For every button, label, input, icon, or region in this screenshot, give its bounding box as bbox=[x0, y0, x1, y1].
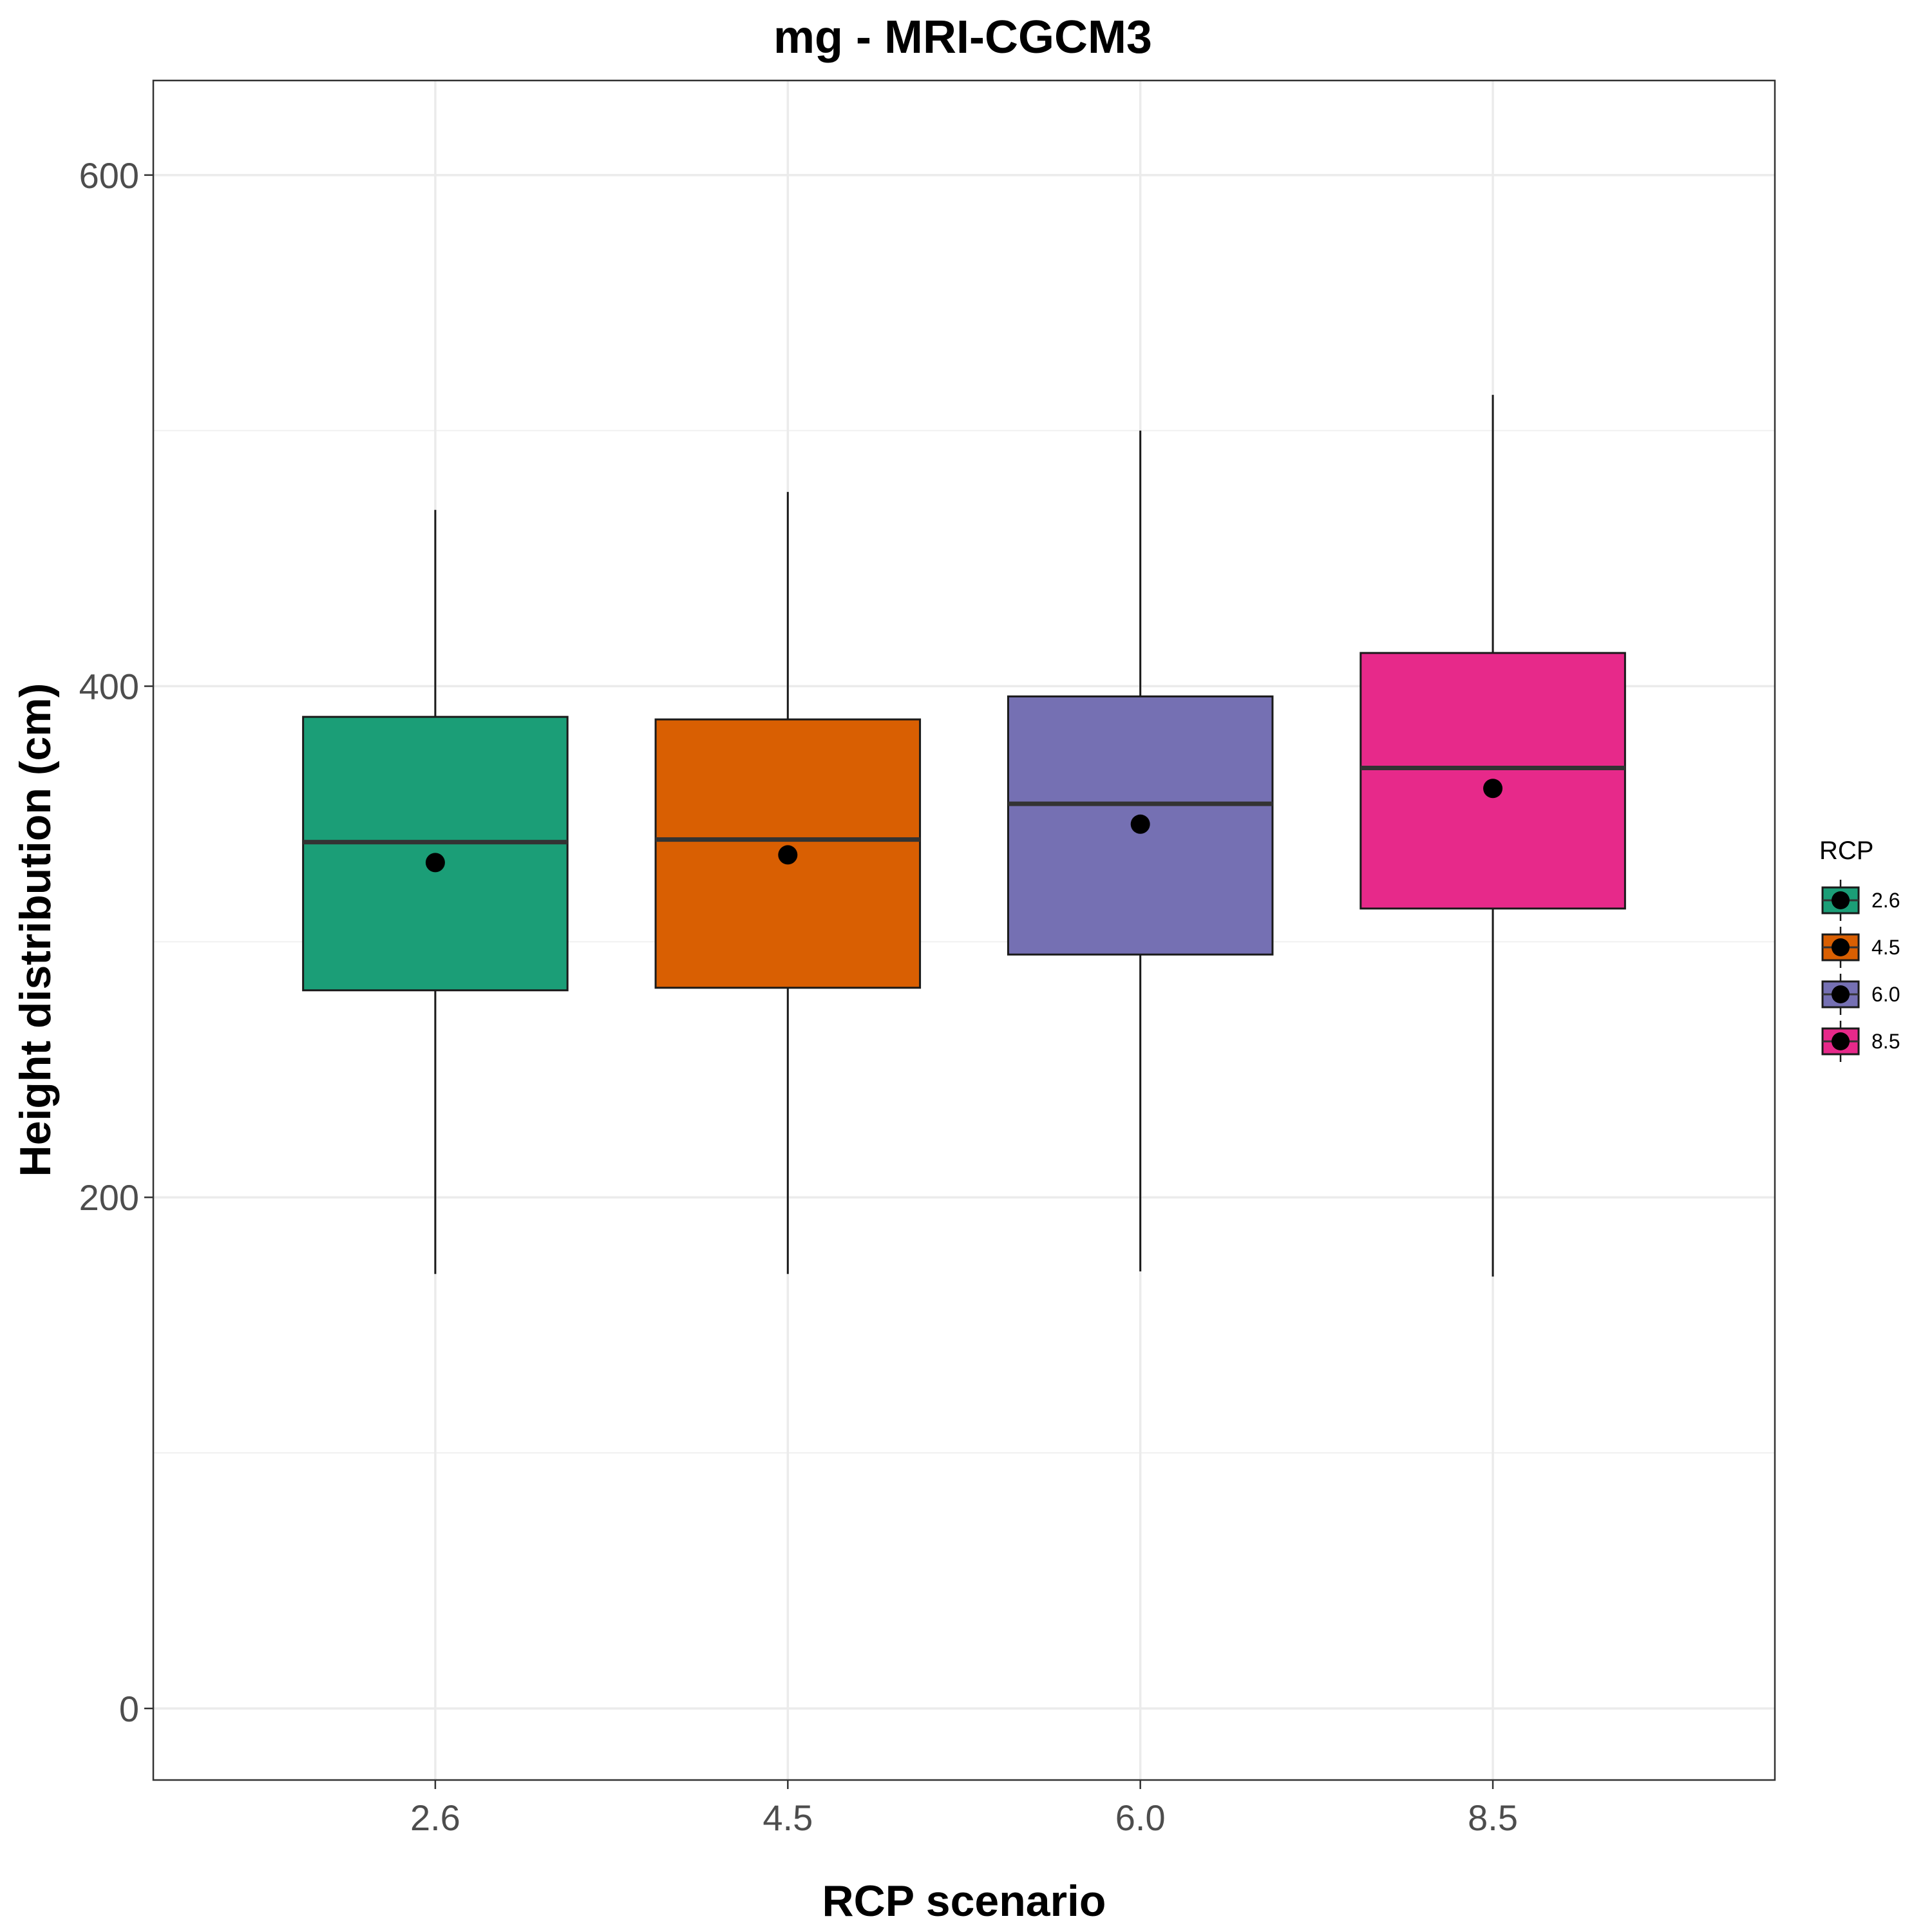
x-axis: 2.6 4.5 6.0 8.5 bbox=[410, 1780, 1518, 1838]
box-4.5 bbox=[654, 491, 922, 1274]
box-8.5 bbox=[1359, 395, 1626, 1277]
mean-point bbox=[425, 853, 445, 873]
x-tick-label: 8.5 bbox=[1468, 1797, 1518, 1838]
legend-key-point bbox=[1832, 891, 1850, 909]
mean-point bbox=[1130, 814, 1150, 834]
y-axis: 0 200 400 600 bbox=[79, 155, 153, 1729]
y-tick-label: 200 bbox=[79, 1177, 139, 1218]
legend-label: 6.0 bbox=[1871, 983, 1900, 1006]
box-2.6 bbox=[302, 509, 569, 1274]
y-tick-label: 600 bbox=[79, 155, 139, 196]
mean-point bbox=[1483, 779, 1503, 799]
mean-point bbox=[778, 845, 798, 865]
x-axis-title: RCP scenario bbox=[822, 1877, 1106, 1926]
y-tick-label: 400 bbox=[79, 667, 139, 707]
legend-item-6.0: 6.0 bbox=[1821, 974, 1900, 1015]
legend: RCP 2.6 4.5 6.0 8.5 bbox=[1819, 837, 1900, 1062]
y-axis-title: Height distribution (cm) bbox=[11, 683, 60, 1177]
legend-title: RCP bbox=[1819, 837, 1873, 865]
legend-key-point bbox=[1832, 938, 1850, 956]
x-tick-label: 2.6 bbox=[410, 1797, 460, 1838]
legend-label: 2.6 bbox=[1871, 889, 1900, 912]
legend-item-8.5: 8.5 bbox=[1821, 1021, 1900, 1062]
boxes bbox=[302, 395, 1626, 1277]
legend-label: 8.5 bbox=[1871, 1030, 1900, 1053]
chart-title: mg - MRI-CGCM3 bbox=[773, 12, 1152, 63]
x-tick-label: 6.0 bbox=[1115, 1797, 1166, 1838]
legend-label: 4.5 bbox=[1871, 936, 1900, 959]
box-6.0 bbox=[1007, 430, 1274, 1272]
legend-item-2.6: 2.6 bbox=[1821, 880, 1900, 921]
y-tick-label: 0 bbox=[119, 1689, 139, 1729]
legend-key-point bbox=[1832, 985, 1850, 1003]
legend-key-point bbox=[1832, 1032, 1850, 1050]
x-tick-label: 4.5 bbox=[762, 1797, 813, 1838]
legend-item-4.5: 4.5 bbox=[1821, 927, 1900, 968]
plot-border bbox=[152, 79, 1776, 1781]
